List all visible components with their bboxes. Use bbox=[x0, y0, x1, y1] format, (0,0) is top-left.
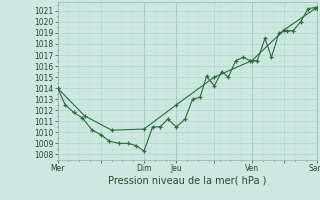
X-axis label: Pression niveau de la mer( hPa ): Pression niveau de la mer( hPa ) bbox=[108, 176, 266, 186]
